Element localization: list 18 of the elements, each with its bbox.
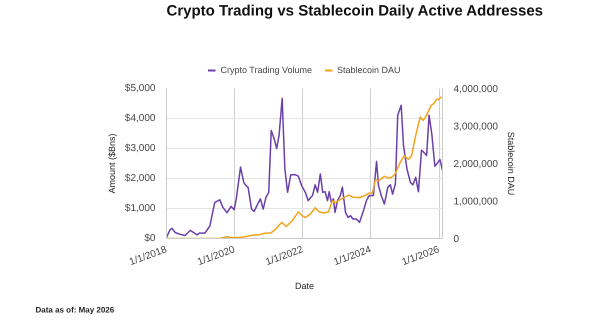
y-tick-label: $4,000 xyxy=(124,113,156,124)
legend-label: Crypto Trading Volume xyxy=(220,65,312,75)
y2-tick-label: 3,000,000 xyxy=(454,122,498,132)
y-tick-label: $5,000 xyxy=(124,83,156,94)
y-tick-label: $0 xyxy=(144,233,156,244)
chart-title: Crypto Trading vs Stablecoin Daily Active Addresses xyxy=(166,2,544,20)
y2-tick-label: 4,000,000 xyxy=(454,84,498,95)
x-axis-title: Date xyxy=(294,281,314,292)
y-tick-label: $1,000 xyxy=(124,203,156,214)
y2-tick-label: 0 xyxy=(454,234,460,245)
text: Data as of: May 2026 xyxy=(36,306,115,314)
y2-tick-label: 1,000,000 xyxy=(454,196,498,208)
legend-label: Stablecoin DAU xyxy=(337,65,401,75)
y-axis-title: Amount ($Bns) xyxy=(106,133,117,194)
y2-tick-label: 2,000,000 xyxy=(454,159,498,170)
y-tick-label: $2,000 xyxy=(124,173,156,184)
y2-axis-title: Stablecoin DAU xyxy=(506,132,516,196)
y-tick-label: $3,000 xyxy=(124,143,156,154)
